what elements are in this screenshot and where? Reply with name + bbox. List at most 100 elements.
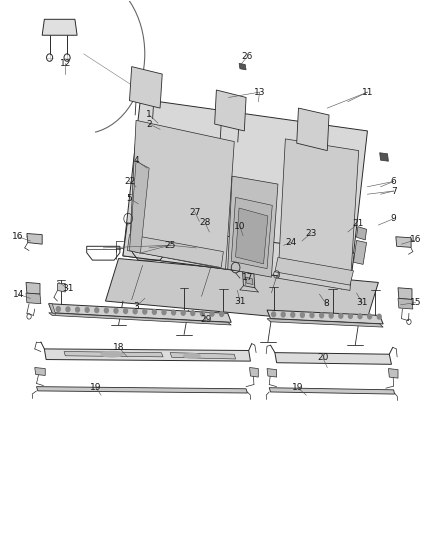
Circle shape <box>272 312 276 317</box>
Circle shape <box>181 310 185 315</box>
Polygon shape <box>398 288 412 300</box>
Polygon shape <box>130 67 162 108</box>
Ellipse shape <box>184 354 200 358</box>
Text: 12: 12 <box>60 59 71 68</box>
Circle shape <box>152 310 156 314</box>
Text: 9: 9 <box>391 214 396 223</box>
Polygon shape <box>64 352 163 357</box>
Text: 10: 10 <box>234 222 246 231</box>
Ellipse shape <box>101 352 123 357</box>
Text: 16: 16 <box>410 236 421 245</box>
Text: 26: 26 <box>242 52 253 61</box>
Circle shape <box>310 313 314 318</box>
Polygon shape <box>267 310 383 324</box>
Circle shape <box>377 314 381 319</box>
Circle shape <box>172 310 176 315</box>
Polygon shape <box>398 298 413 309</box>
Polygon shape <box>389 368 398 378</box>
Circle shape <box>124 309 127 313</box>
Circle shape <box>66 307 70 312</box>
Text: 1: 1 <box>146 110 152 119</box>
Circle shape <box>219 312 223 317</box>
Polygon shape <box>130 161 149 253</box>
Polygon shape <box>380 153 389 161</box>
Circle shape <box>300 312 304 317</box>
Polygon shape <box>106 259 378 325</box>
Circle shape <box>349 313 353 318</box>
Polygon shape <box>130 120 234 269</box>
Text: 19: 19 <box>292 383 304 392</box>
Text: 15: 15 <box>410 298 421 307</box>
Text: 31: 31 <box>63 284 74 293</box>
Text: 3: 3 <box>133 302 139 311</box>
Circle shape <box>104 308 108 313</box>
Circle shape <box>76 307 80 312</box>
Polygon shape <box>243 272 255 288</box>
Text: 28: 28 <box>199 219 211 228</box>
Polygon shape <box>245 277 253 285</box>
Text: 14: 14 <box>12 289 24 298</box>
Text: 27: 27 <box>189 208 201 217</box>
Text: 21: 21 <box>352 220 364 229</box>
Polygon shape <box>275 257 353 285</box>
Polygon shape <box>269 387 395 394</box>
Circle shape <box>320 313 324 318</box>
Text: 2: 2 <box>146 119 152 128</box>
Polygon shape <box>353 240 367 264</box>
Polygon shape <box>123 99 367 285</box>
Polygon shape <box>231 197 272 269</box>
Polygon shape <box>215 90 246 131</box>
Text: 29: 29 <box>200 315 212 324</box>
Text: 31: 31 <box>357 298 368 307</box>
Polygon shape <box>36 386 247 393</box>
Text: 25: 25 <box>164 241 176 250</box>
Polygon shape <box>49 313 231 325</box>
Polygon shape <box>267 368 277 377</box>
Polygon shape <box>267 319 383 327</box>
Polygon shape <box>49 304 56 314</box>
Text: 7: 7 <box>391 187 396 196</box>
Circle shape <box>329 313 333 318</box>
Polygon shape <box>123 223 354 285</box>
Text: 6: 6 <box>391 177 396 186</box>
Text: 23: 23 <box>305 229 316 238</box>
Polygon shape <box>44 349 251 361</box>
Polygon shape <box>26 282 40 294</box>
Circle shape <box>95 308 99 312</box>
Polygon shape <box>275 353 392 365</box>
Text: 19: 19 <box>90 383 102 392</box>
Circle shape <box>201 311 205 316</box>
Polygon shape <box>357 227 367 240</box>
Circle shape <box>57 306 60 311</box>
Text: 31: 31 <box>234 296 246 305</box>
Circle shape <box>143 309 147 314</box>
Circle shape <box>133 309 137 314</box>
Polygon shape <box>26 293 41 304</box>
Polygon shape <box>57 284 65 292</box>
Polygon shape <box>228 176 278 277</box>
Text: 5: 5 <box>127 194 132 203</box>
Text: 13: 13 <box>254 87 265 96</box>
Polygon shape <box>250 368 258 377</box>
Text: 16: 16 <box>12 232 24 241</box>
Circle shape <box>291 312 295 317</box>
Circle shape <box>210 311 214 316</box>
Text: 11: 11 <box>362 87 373 96</box>
Circle shape <box>191 311 195 316</box>
Polygon shape <box>35 368 45 375</box>
Polygon shape <box>297 108 329 151</box>
Circle shape <box>367 314 371 319</box>
Text: 17: 17 <box>242 273 253 281</box>
Text: 8: 8 <box>323 299 329 308</box>
Text: 20: 20 <box>317 353 328 362</box>
Circle shape <box>339 313 343 318</box>
Circle shape <box>114 309 118 313</box>
Polygon shape <box>127 235 223 268</box>
Polygon shape <box>239 63 246 70</box>
Circle shape <box>85 308 89 312</box>
Polygon shape <box>236 208 268 264</box>
Circle shape <box>281 312 285 317</box>
Circle shape <box>162 310 166 314</box>
Text: 24: 24 <box>286 238 297 247</box>
Circle shape <box>358 314 362 319</box>
